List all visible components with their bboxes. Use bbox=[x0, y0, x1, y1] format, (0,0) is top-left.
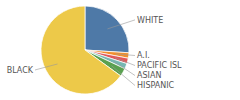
leader-line bbox=[35, 64, 58, 70]
leader-line bbox=[116, 54, 135, 56]
leader-line bbox=[114, 61, 135, 75]
slice-label: HISPANIC bbox=[137, 81, 175, 90]
leader-line bbox=[107, 20, 135, 29]
slice-label: WHITE bbox=[137, 16, 163, 25]
slice-label: ASIAN bbox=[137, 71, 161, 80]
annotations: WHITE A.I.PACIFIC ISLASIANHISPANIC BLACK bbox=[7, 16, 182, 91]
chart: WHITE A.I.PACIFIC ISLASIANHISPANIC BLACK bbox=[0, 0, 240, 100]
pie bbox=[41, 6, 129, 94]
pie-slice bbox=[41, 6, 121, 94]
slice-label: BLACK bbox=[7, 66, 34, 75]
leader-line bbox=[112, 66, 135, 86]
slice-label: PACIFIC ISL bbox=[137, 61, 182, 70]
pie-slice bbox=[85, 6, 129, 53]
slice-label: A.I. bbox=[137, 51, 150, 60]
